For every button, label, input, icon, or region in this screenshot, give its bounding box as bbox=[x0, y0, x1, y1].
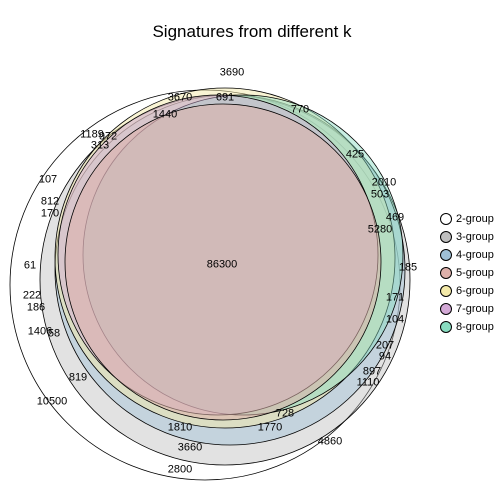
venn-label: 691 bbox=[216, 93, 234, 104]
venn-label: 728 bbox=[276, 409, 294, 420]
legend-swatch bbox=[440, 213, 452, 225]
legend-swatch bbox=[440, 231, 452, 243]
venn-label: 104 bbox=[386, 315, 404, 326]
venn-label: 185 bbox=[399, 263, 417, 274]
legend: 2-group 3-group 4-group 5-group 6-group 7-gro… bbox=[440, 210, 494, 336]
venn-label: 1770 bbox=[258, 423, 282, 434]
venn-label: 86300 bbox=[207, 260, 238, 271]
legend-label: 7-group bbox=[456, 303, 494, 315]
legend-swatch bbox=[440, 303, 452, 315]
venn-label: 170 bbox=[41, 209, 59, 220]
venn-label: 61 bbox=[24, 261, 36, 272]
venn-label: 819 bbox=[69, 373, 87, 384]
legend-label: 6-group bbox=[456, 285, 494, 297]
legend-label: 3-group bbox=[456, 231, 494, 243]
venn-label: 3660 bbox=[178, 443, 202, 454]
legend-label: 5-group bbox=[456, 267, 494, 279]
chart-container: Signatures from different k 863003690367… bbox=[0, 0, 504, 504]
venn-label: 812 bbox=[41, 197, 59, 208]
venn-label: 171 bbox=[386, 293, 404, 304]
venn-label: 503 bbox=[371, 190, 389, 201]
legend-item: 8-group bbox=[440, 318, 494, 336]
legend-swatch bbox=[440, 267, 452, 279]
venn-label: 1810 bbox=[168, 423, 192, 434]
venn-label: 10500 bbox=[37, 397, 68, 408]
venn-label: 469 bbox=[386, 213, 404, 224]
venn-label: 313 bbox=[91, 141, 109, 152]
legend-label: 2-group bbox=[456, 213, 494, 225]
venn-label: 107 bbox=[39, 175, 57, 186]
legend-label: 4-group bbox=[456, 249, 494, 261]
legend-item: 5-group bbox=[440, 264, 494, 282]
legend-swatch bbox=[440, 249, 452, 261]
venn-label: 3690 bbox=[220, 68, 244, 79]
venn-label: 1440 bbox=[153, 110, 177, 121]
venn-label: 2010 bbox=[372, 178, 396, 189]
legend-item: 6-group bbox=[440, 282, 494, 300]
venn-label: 4860 bbox=[318, 437, 342, 448]
venn-label: 58 bbox=[48, 329, 60, 340]
venn-label: 1110 bbox=[357, 378, 380, 389]
venn-label: 222 bbox=[23, 291, 41, 302]
legend-item: 4-group bbox=[440, 246, 494, 264]
venn-label: 2800 bbox=[168, 465, 192, 476]
legend-item: 7-group bbox=[440, 300, 494, 318]
venn-label: 425 bbox=[346, 150, 364, 161]
legend-swatch bbox=[440, 321, 452, 333]
legend-label: 8-group bbox=[456, 321, 494, 333]
legend-item: 3-group bbox=[440, 228, 494, 246]
venn-label: 94 bbox=[379, 352, 391, 363]
venn-label: 770 bbox=[291, 105, 309, 116]
legend-item: 2-group bbox=[440, 210, 494, 228]
venn-diagram bbox=[0, 0, 504, 504]
legend-swatch bbox=[440, 285, 452, 297]
venn-label: 186 bbox=[27, 303, 45, 314]
venn-label: 3670 bbox=[168, 93, 192, 104]
venn-label: 5280 bbox=[368, 225, 392, 236]
